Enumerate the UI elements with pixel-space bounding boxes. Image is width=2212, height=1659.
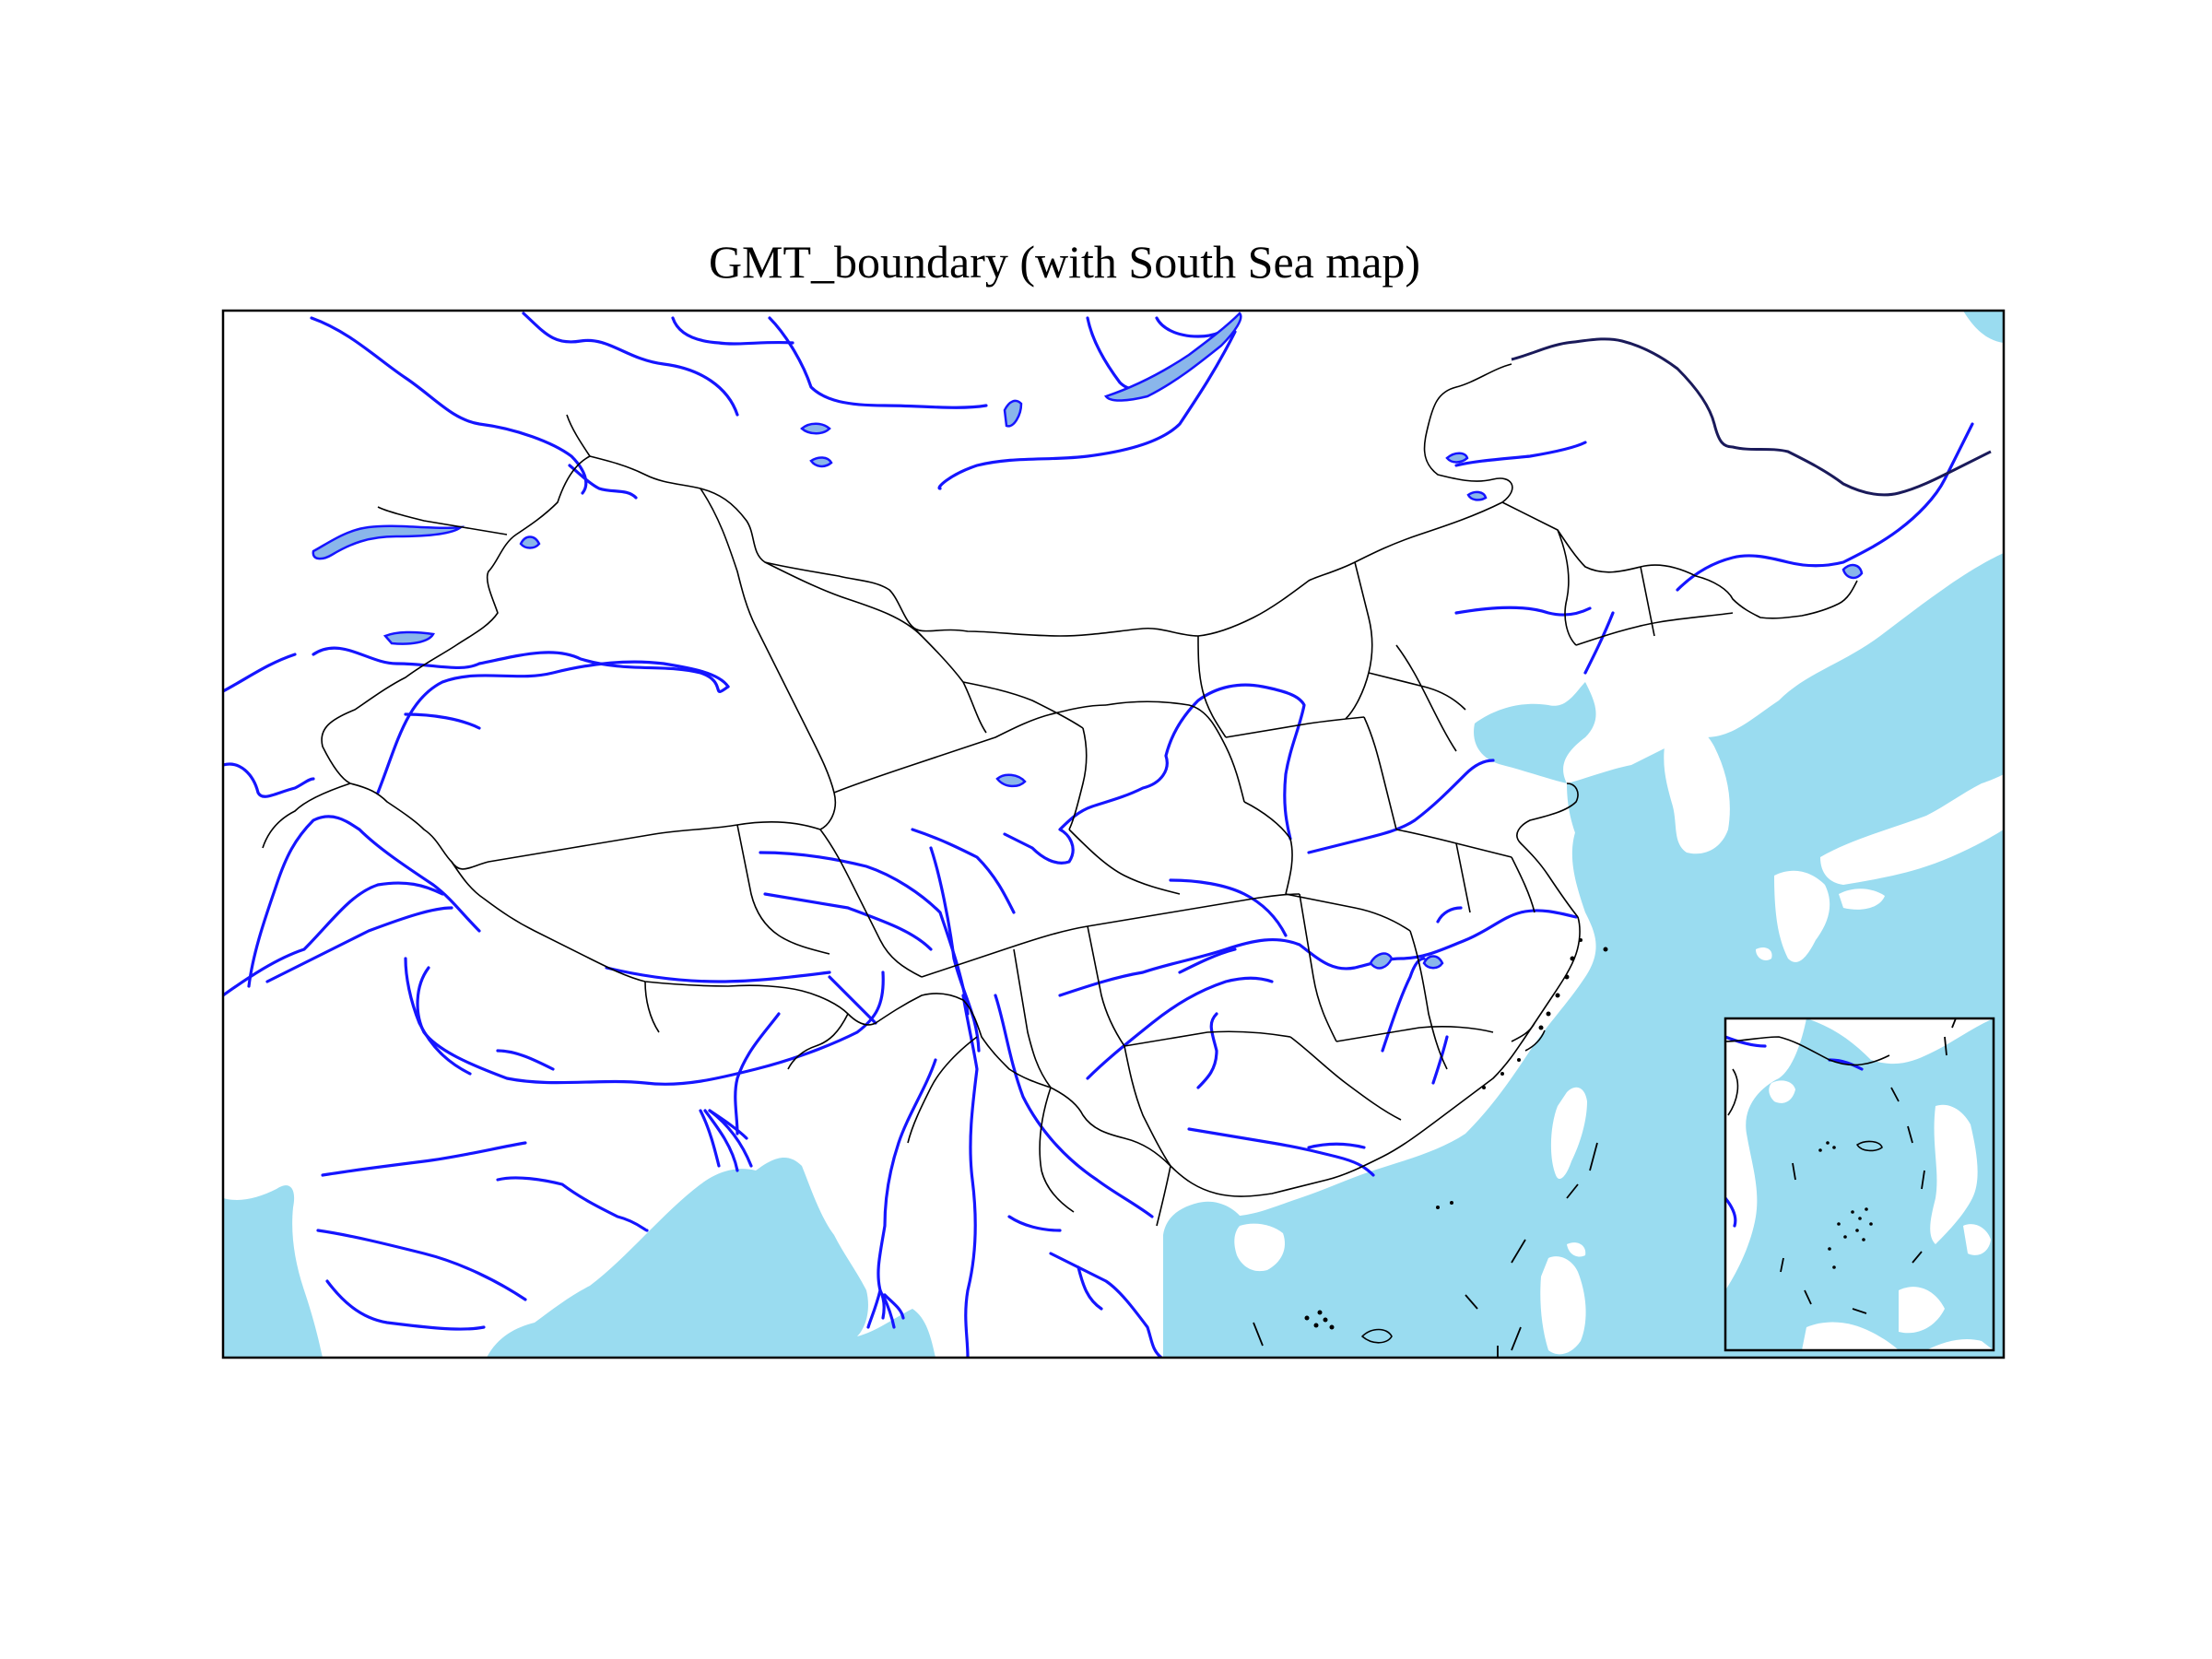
yangtze-middle (1058, 909, 1578, 997)
ganges-delta (699, 1109, 721, 1168)
dash-segment (1465, 1294, 1478, 1310)
inset-frame (1724, 1017, 1995, 1352)
japan-honshu (1820, 774, 2004, 885)
inset-hainan (1769, 1080, 1795, 1103)
korea (1664, 724, 1730, 854)
inset-philippines (1930, 1104, 1978, 1244)
china-national-boundary (1511, 337, 1992, 497)
lakes (312, 312, 1864, 970)
dash-segment (1253, 1322, 1264, 1347)
hainan (1234, 1223, 1286, 1272)
lake-baikal (1103, 312, 1242, 402)
map-title: GMT_boundary (with South Sea map) (708, 236, 1421, 288)
main-map (223, 311, 2004, 1358)
bay-of-bengal (487, 1157, 935, 1358)
dash-segment (1566, 1183, 1579, 1199)
boundaries (262, 363, 1858, 1358)
arctic-corner (1963, 311, 2004, 343)
gulf-of-tonkin (1163, 1201, 1244, 1358)
amur (1676, 422, 1974, 592)
sea-land (1234, 724, 2004, 1355)
japan-kyushu (1774, 870, 1830, 962)
rivers (223, 312, 1974, 1358)
main-map-frame (221, 309, 2006, 1359)
south-sea-inset (1724, 1017, 1995, 1352)
arabian-sea (223, 1185, 323, 1358)
yellow-sea (1567, 737, 1690, 885)
luzon (1540, 1256, 1586, 1355)
taiwan (1550, 1087, 1587, 1180)
bohai-sea (1474, 682, 1596, 783)
qinghai-lake (995, 773, 1027, 788)
yellow-river (1003, 683, 1306, 865)
dash-segment (1589, 1142, 1598, 1171)
salween (961, 994, 979, 1358)
lake-balkhash (312, 524, 465, 560)
river-north-west-1 (310, 316, 588, 495)
dash-segment (1511, 1239, 1526, 1264)
japan-shikoku (1839, 888, 1885, 910)
dash-segment (1511, 1326, 1522, 1351)
